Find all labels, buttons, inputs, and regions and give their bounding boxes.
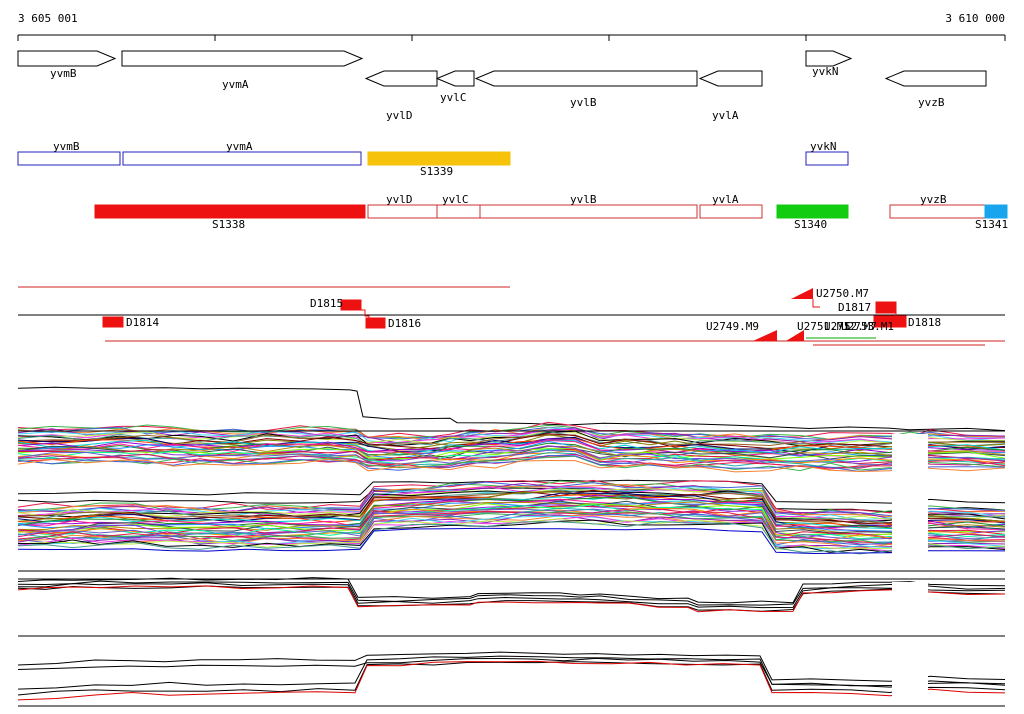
- probe-mark-10[interactable]: [873, 315, 893, 328]
- gene-arrow-yvmB[interactable]: [17, 50, 117, 67]
- track3-box-S1338[interactable]: [94, 204, 366, 219]
- probe-mark-8[interactable]: [753, 330, 777, 341]
- track2-box-yvmB[interactable]: [17, 151, 121, 166]
- probe-mark-1[interactable]: [340, 299, 362, 311]
- profile-line: [17, 427, 1006, 444]
- profile-line: [17, 495, 1006, 530]
- gene-arrow-yvzB[interactable]: [884, 70, 987, 87]
- profile-line: [17, 489, 1006, 525]
- gene-arrow-yvkN[interactable]: [805, 50, 853, 67]
- gene-arrow-yvlB[interactable]: [474, 70, 698, 87]
- profile-line: [17, 582, 1006, 609]
- profile-line: [17, 508, 1006, 541]
- ruler-end-label: 3 610 000: [945, 12, 1005, 25]
- ruler-start-label: 3 605 001: [18, 12, 78, 25]
- profile-line: [17, 585, 1006, 613]
- profile-line: [17, 651, 1006, 682]
- profile-line: [17, 660, 1006, 701]
- profile-line: [17, 496, 1006, 529]
- probe-mark-11[interactable]: [892, 315, 907, 328]
- profile-line: [17, 428, 1006, 445]
- profile-line: [17, 577, 1006, 604]
- profile-line: [17, 454, 1006, 473]
- gene-arrow-yvlD[interactable]: [364, 70, 438, 87]
- profile-line: [17, 444, 1006, 459]
- profile-line: [17, 511, 1006, 546]
- track3-box-S1340[interactable]: [776, 204, 849, 219]
- profile-line: [17, 479, 1006, 504]
- profile-line: [17, 386, 1006, 432]
- profile-gap-mask: [892, 640, 928, 702]
- probe-mark-9[interactable]: [786, 330, 804, 341]
- probe-mark-3[interactable]: [365, 317, 386, 329]
- profile-line: [17, 434, 1006, 450]
- profile-line: [17, 449, 1006, 466]
- probe-mark-0[interactable]: [102, 316, 124, 328]
- gene-arrow-yvlC[interactable]: [435, 70, 475, 87]
- profile-line: [17, 661, 1006, 696]
- profile-line: [17, 518, 1006, 550]
- profile-line: [17, 504, 1006, 540]
- profile-line: [17, 489, 1006, 524]
- profile-line: [17, 585, 1006, 612]
- profile-line: [17, 458, 1006, 473]
- track3-box-S1341[interactable]: [984, 204, 1008, 219]
- profile-gap-mask: [892, 582, 928, 614]
- probe-mark-4[interactable]: [791, 288, 813, 299]
- track3-box-yvlC[interactable]: [436, 204, 481, 219]
- profile-line: [17, 490, 1006, 525]
- gene-arrow-yvmA[interactable]: [121, 50, 364, 67]
- profile-line: [17, 433, 1006, 450]
- profile-line: [17, 455, 1006, 470]
- profile-line: [17, 519, 1006, 553]
- track3-box-yvlA[interactable]: [699, 204, 763, 219]
- probe-step-5: [812, 299, 820, 308]
- profile-gap-mask: [892, 434, 928, 472]
- profile-gap-mask: [892, 478, 928, 564]
- track3-box-yvlB[interactable]: [479, 204, 698, 219]
- profile-line: [17, 448, 1006, 460]
- track2-box-S1339[interactable]: [367, 151, 511, 166]
- profile-line: [17, 479, 1006, 515]
- profile-line: [17, 482, 1006, 519]
- profile-line: [17, 483, 1006, 518]
- profile-line: [17, 527, 1006, 555]
- probe-mark-6[interactable]: [875, 301, 897, 314]
- track3-box-yvzB[interactable]: [889, 204, 986, 219]
- profile-line: [17, 426, 1006, 443]
- track2-box-yvkN[interactable]: [805, 151, 849, 166]
- profile-line: [17, 655, 1006, 690]
- track3-box-yvlD[interactable]: [367, 204, 438, 219]
- track2-box-yvmA[interactable]: [122, 151, 362, 166]
- profile-line: [17, 455, 1006, 472]
- gene-arrow-yvlA[interactable]: [698, 70, 763, 87]
